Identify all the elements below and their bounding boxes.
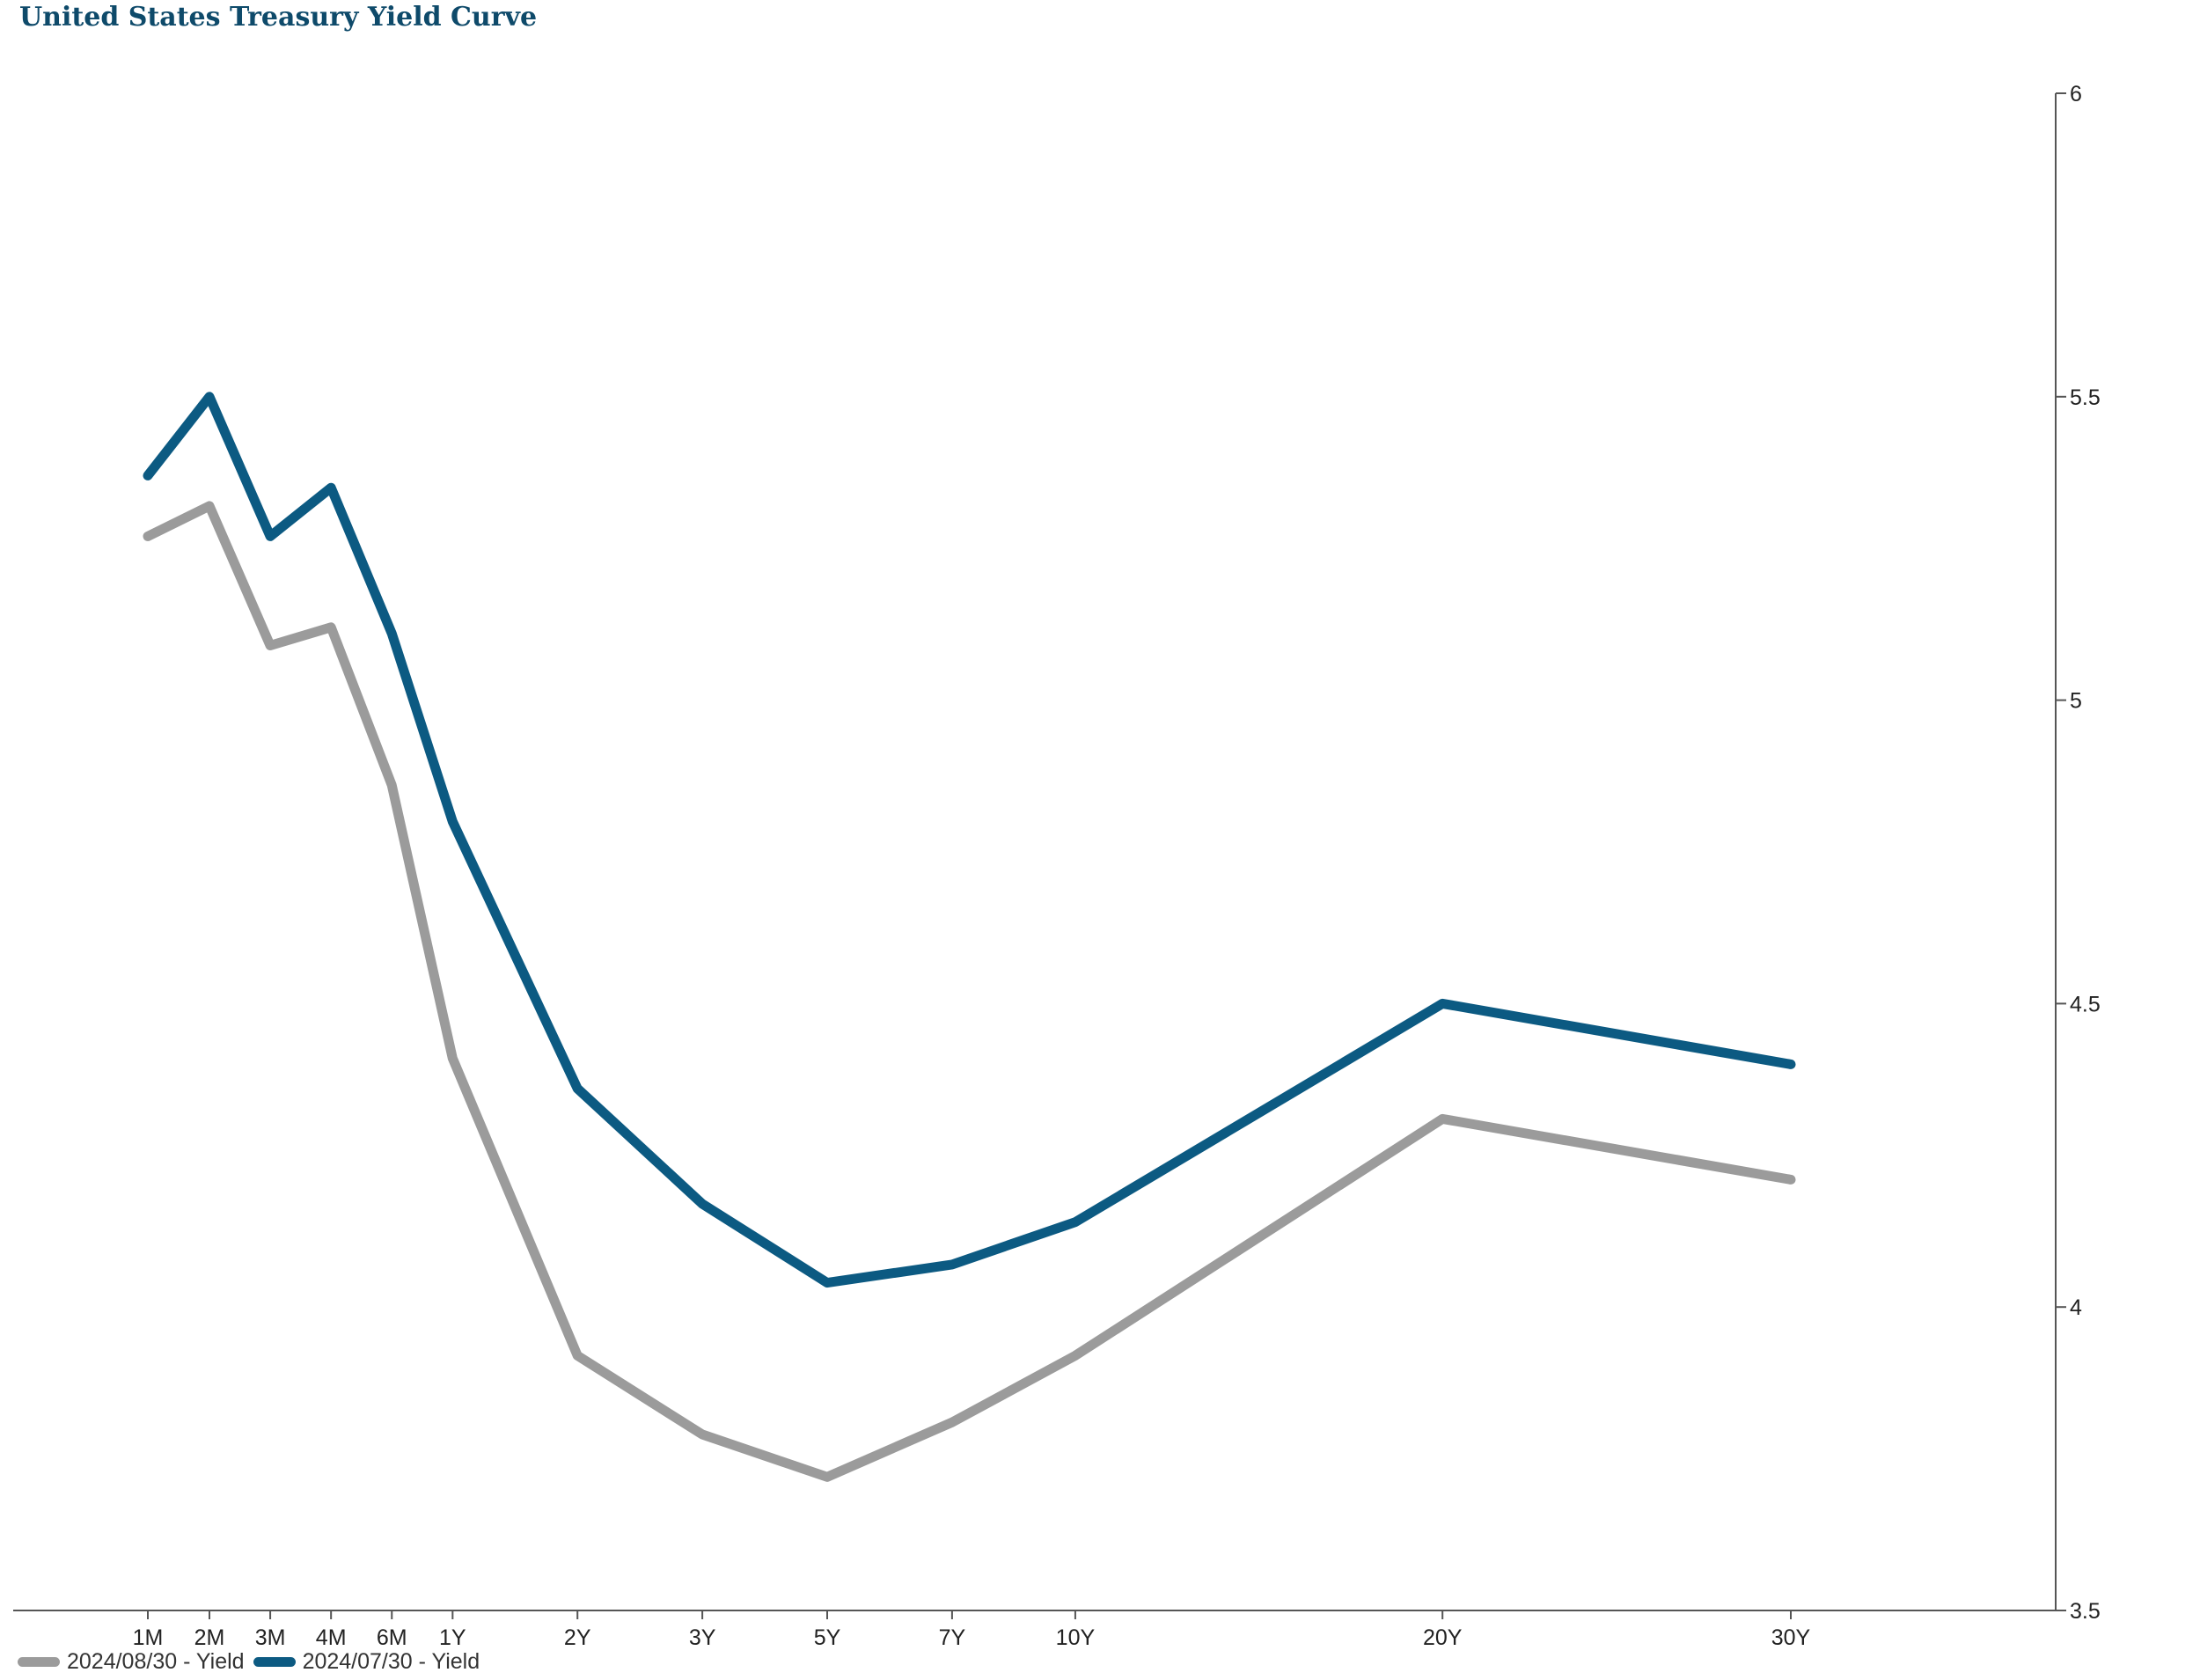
x-tick-label: 2Y: [564, 1625, 591, 1650]
y-tick-label: 4: [2070, 1295, 2082, 1320]
x-tick-label: 5Y: [814, 1625, 841, 1650]
data-point-series-2: [951, 1264, 953, 1266]
data-point-series-1: [330, 627, 332, 628]
legend: 2024/08/30 - Yield 2024/07/30 - Yield: [18, 1644, 488, 1679]
series-line-1: [143, 501, 1796, 1482]
data-point-series-1: [1790, 1178, 1792, 1180]
data-point-series-2: [209, 396, 210, 398]
data-point-series-2: [147, 474, 149, 476]
data-point-series-2: [1074, 1221, 1076, 1223]
data-point-series-1: [147, 535, 149, 537]
x-tick-label: 10Y: [1056, 1625, 1096, 1650]
x-tick-label: 3M: [255, 1625, 286, 1650]
y-tick-label: 3.5: [2070, 1599, 2101, 1624]
legend-item-series-2[interactable]: 2024/07/30 - Yield: [253, 1649, 480, 1675]
data-point-series-1: [1441, 1118, 1443, 1119]
data-point-series-1: [701, 1434, 703, 1435]
x-tick-label: 1Y: [439, 1625, 466, 1650]
data-point-series-1: [209, 505, 210, 507]
data-point-series-2: [576, 1088, 578, 1089]
data-point-series-1: [951, 1421, 953, 1423]
data-point-series-2: [391, 633, 392, 635]
legend-swatch-series-1: [18, 1656, 60, 1667]
data-point-series-1: [576, 1354, 578, 1356]
x-tick-label: 3Y: [689, 1625, 716, 1650]
data-point-series-1: [826, 1476, 828, 1478]
legend-swatch-series-2: [253, 1656, 296, 1667]
x-tick-label: 20Y: [1423, 1625, 1463, 1650]
y-tick-label: 4.5: [2070, 992, 2101, 1016]
y-tick-label: 5.5: [2070, 385, 2101, 410]
y-tick-label: 6: [2070, 82, 2082, 106]
data-point-series-2: [1790, 1063, 1792, 1065]
data-point-series-2: [1441, 1002, 1443, 1004]
legend-item-series-1[interactable]: 2024/08/30 - Yield: [18, 1649, 245, 1675]
x-tick-label: 7Y: [939, 1625, 966, 1650]
data-point-series-1: [451, 1057, 453, 1059]
x-tick-label: 2M: [194, 1625, 225, 1650]
data-point-series-2: [826, 1282, 828, 1284]
data-point-series-1: [1074, 1354, 1076, 1356]
data-point-series-1: [391, 784, 392, 786]
data-point-series-2: [330, 487, 332, 488]
series-line-2: [143, 392, 1796, 1288]
data-point-series-2: [701, 1203, 703, 1205]
x-tick-label: 1M: [133, 1625, 164, 1650]
chart-title: United States Treasury Yield Curve: [19, 2, 538, 33]
y-tick-label: 5: [2070, 689, 2082, 714]
legend-label-series-2: 2024/07/30 - Yield: [302, 1648, 480, 1674]
x-tick-label: 4M: [316, 1625, 347, 1650]
data-point-series-2: [451, 821, 453, 823]
data-point-series-1: [269, 645, 271, 647]
x-tick-label: 30Y: [1771, 1625, 1811, 1650]
x-tick-label: 6M: [377, 1625, 407, 1650]
data-point-series-2: [269, 535, 271, 537]
legend-label-series-1: 2024/08/30 - Yield: [67, 1648, 245, 1674]
